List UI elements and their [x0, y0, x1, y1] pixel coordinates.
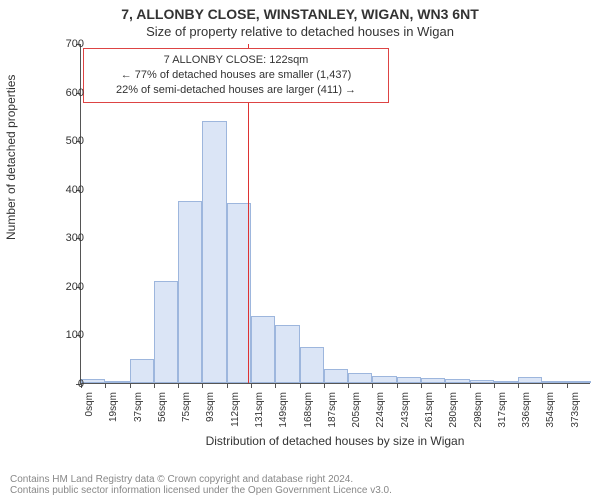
x-tick-label: 224sqm — [375, 392, 386, 428]
y-tick-label: 300 — [66, 232, 84, 244]
x-tick — [154, 383, 155, 388]
y-tick-label: 400 — [66, 184, 84, 196]
histogram-bar — [202, 121, 226, 383]
footer-line-1: Contains HM Land Registry data © Crown c… — [10, 474, 392, 485]
x-tick — [372, 383, 373, 388]
x-tick — [542, 383, 543, 388]
x-tick-label: 37sqm — [133, 392, 144, 422]
footer: Contains HM Land Registry data © Crown c… — [10, 474, 392, 496]
histogram-bar — [348, 373, 372, 383]
x-tick — [275, 383, 276, 388]
y-axis-label: Number of detached properties — [4, 75, 18, 240]
x-tick-label: 205sqm — [351, 392, 362, 428]
x-axis-label: Distribution of detached houses by size … — [80, 434, 590, 448]
x-tick — [494, 383, 495, 388]
histogram-bar — [421, 378, 445, 383]
histogram-bar — [105, 381, 129, 383]
x-tick — [348, 383, 349, 388]
x-tick-label: 131sqm — [254, 392, 265, 428]
y-tick-label: 200 — [66, 281, 84, 293]
info-box: 7 ALLONBY CLOSE: 122sqm← 77% of detached… — [83, 48, 389, 103]
x-tick — [130, 383, 131, 388]
x-tick — [397, 383, 398, 388]
plot-area: 7 ALLONBY CLOSE: 122sqm← 77% of detached… — [80, 44, 590, 384]
y-tick-label: 100 — [66, 329, 84, 341]
x-tick — [421, 383, 422, 388]
histogram-bar — [445, 379, 469, 383]
x-tick — [445, 383, 446, 388]
x-tick — [105, 383, 106, 388]
x-tick-label: 243sqm — [400, 392, 411, 428]
histogram-bar — [542, 381, 566, 383]
histogram-bar — [178, 201, 202, 383]
title-sub: Size of property relative to detached ho… — [0, 24, 600, 39]
x-tick-label: 373sqm — [570, 392, 581, 428]
x-tick-label: 280sqm — [448, 392, 459, 428]
x-tick-label: 19sqm — [108, 392, 119, 422]
x-tick-label: 261sqm — [424, 392, 435, 428]
x-tick-label: 168sqm — [303, 392, 314, 428]
y-tick-label: 0 — [78, 378, 84, 390]
x-tick-label: 56sqm — [157, 392, 168, 422]
y-tick-label: 700 — [66, 38, 84, 50]
x-tick-label: 317sqm — [497, 392, 508, 428]
x-tick — [324, 383, 325, 388]
x-tick — [178, 383, 179, 388]
x-tick — [567, 383, 568, 388]
histogram-bar — [567, 381, 591, 383]
histogram-bar — [324, 369, 348, 383]
info-box-line-2: ← 77% of detached houses are smaller (1,… — [92, 68, 380, 83]
histogram-bar — [494, 381, 518, 383]
histogram-bar — [397, 377, 421, 383]
histogram-bar — [275, 325, 299, 383]
x-tick-label: 93sqm — [205, 392, 216, 422]
histogram-bar — [300, 347, 324, 383]
histogram-bar — [130, 359, 154, 383]
x-tick-label: 187sqm — [327, 392, 338, 428]
histogram-bar — [81, 379, 105, 383]
x-tick-label: 0sqm — [84, 392, 95, 416]
x-tick-label: 336sqm — [521, 392, 532, 428]
x-tick — [470, 383, 471, 388]
info-box-line-1: 7 ALLONBY CLOSE: 122sqm — [92, 53, 380, 68]
x-tick-label: 298sqm — [473, 392, 484, 428]
histogram-bar — [251, 316, 275, 383]
x-tick-label: 354sqm — [545, 392, 556, 428]
x-tick — [202, 383, 203, 388]
histogram-bar — [518, 377, 542, 383]
chart-container: 7, ALLONBY CLOSE, WINSTANLEY, WIGAN, WN3… — [0, 0, 600, 500]
x-tick-label: 149sqm — [278, 392, 289, 428]
y-tick-label: 500 — [66, 135, 84, 147]
histogram-bar — [470, 380, 494, 383]
histogram-bar — [372, 376, 396, 383]
x-tick — [251, 383, 252, 388]
x-tick-label: 112sqm — [230, 392, 241, 427]
y-tick-label: 600 — [66, 87, 84, 99]
x-tick — [227, 383, 228, 388]
footer-line-2: Contains public sector information licen… — [10, 485, 392, 496]
title-main: 7, ALLONBY CLOSE, WINSTANLEY, WIGAN, WN3… — [0, 6, 600, 22]
histogram-bar — [154, 281, 178, 383]
x-tick-label: 75sqm — [181, 392, 192, 422]
x-tick — [518, 383, 519, 388]
info-box-line-3: 22% of semi-detached houses are larger (… — [92, 83, 380, 98]
x-tick — [300, 383, 301, 388]
